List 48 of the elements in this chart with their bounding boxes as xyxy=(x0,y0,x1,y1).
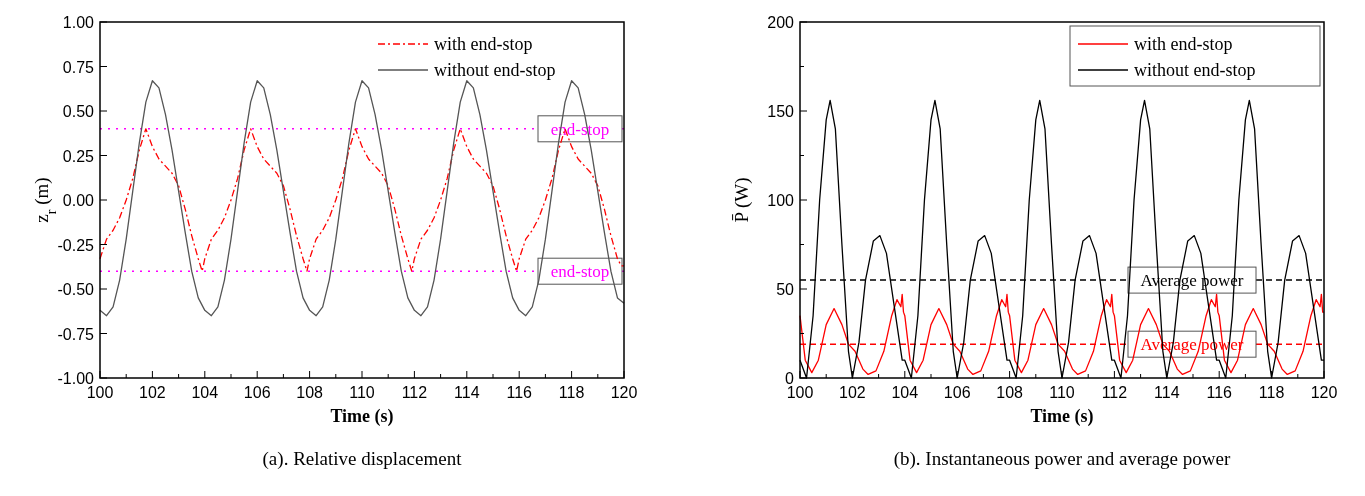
x-tick-label: 112 xyxy=(401,384,428,401)
x-tick-label: 114 xyxy=(1154,384,1180,401)
y-tick-label: 150 xyxy=(767,103,795,120)
x-tick-label: 116 xyxy=(506,384,533,401)
y-tick-label: -0.25 xyxy=(57,236,95,254)
x-tick-label: 102 xyxy=(139,384,166,401)
x-tick-label: 108 xyxy=(296,384,324,401)
y-tick-label: 200 xyxy=(767,14,795,31)
x-tick-label: 120 xyxy=(610,384,638,401)
y-tick-label: -0.75 xyxy=(57,325,95,343)
x-axis-title: Time (s) xyxy=(1030,406,1094,427)
x-tick-label: 100 xyxy=(86,384,114,401)
y-tick-label: -1.00 xyxy=(57,370,95,387)
y-tick-label: 0.00 xyxy=(62,192,95,209)
y-tick-label: 100 xyxy=(767,192,795,209)
x-tick-label: 108 xyxy=(996,384,1024,401)
text: (a). Relative displacement xyxy=(262,448,463,470)
legend-label: with end-stop xyxy=(1134,34,1233,54)
x-tick-label: 110 xyxy=(349,384,375,401)
legend-label: without end-stop xyxy=(434,60,556,80)
x-tick-label: 106 xyxy=(243,384,271,401)
y-axis-title: P̄ (W) xyxy=(731,177,753,223)
x-tick-label: 102 xyxy=(839,384,866,401)
legend-label: without end-stop xyxy=(1134,60,1256,80)
x-tick-label: 116 xyxy=(1206,384,1233,401)
y-tick-label: 0.25 xyxy=(62,147,95,165)
y-tick-label: 50 xyxy=(776,281,795,298)
ref-line-label: end-stop xyxy=(550,262,610,282)
legend-label: with end-stop xyxy=(434,34,533,54)
x-tick-label: 104 xyxy=(191,384,219,401)
x-tick-label: 110 xyxy=(1049,384,1075,401)
y-tick-label: 1.00 xyxy=(62,14,95,31)
text: (b). Instantaneous power and average power xyxy=(893,448,1231,470)
line-series xyxy=(99,80,625,317)
x-tick-label: 118 xyxy=(1258,384,1285,401)
x-axis-title: Time (s) xyxy=(330,406,394,427)
x-tick-label: 106 xyxy=(943,384,971,401)
x-tick-label: 114 xyxy=(454,384,480,401)
y-tick-label: 0 xyxy=(785,370,795,387)
x-tick-label: 112 xyxy=(1101,384,1128,401)
x-tick-label: 120 xyxy=(1310,384,1338,401)
y-tick-label: -0.50 xyxy=(57,281,95,298)
ref-line-label: end-stop xyxy=(550,119,610,139)
y-tick-label: 0.75 xyxy=(62,58,95,76)
line-series xyxy=(799,293,1325,376)
x-tick-label: 104 xyxy=(891,384,919,401)
y-tick-label: 0.50 xyxy=(62,103,95,120)
x-tick-label: 118 xyxy=(558,384,585,401)
